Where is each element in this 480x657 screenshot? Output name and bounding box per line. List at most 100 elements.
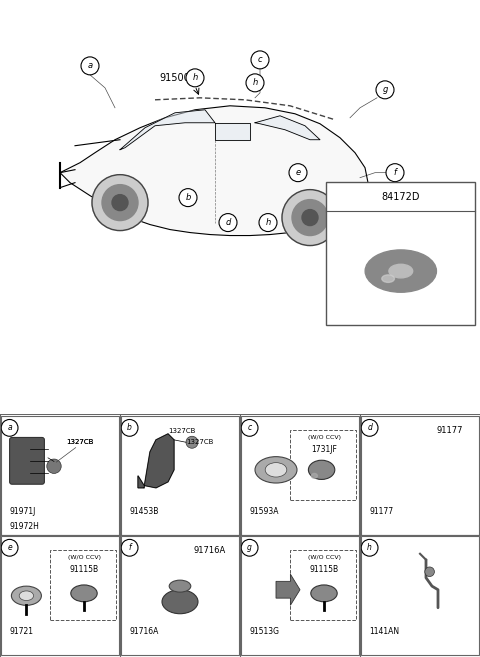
Ellipse shape (169, 580, 191, 592)
Text: (W/O CCV): (W/O CCV) (68, 555, 100, 560)
FancyBboxPatch shape (0, 417, 120, 535)
Text: 91971J: 91971J (10, 507, 36, 516)
Circle shape (259, 214, 277, 231)
Text: 91716A: 91716A (130, 627, 159, 636)
Circle shape (361, 539, 378, 556)
Text: e: e (7, 543, 12, 553)
Circle shape (376, 81, 394, 99)
Circle shape (289, 164, 307, 181)
Text: 1731JF: 1731JF (311, 445, 337, 454)
Circle shape (121, 539, 138, 556)
Polygon shape (215, 123, 250, 140)
Circle shape (246, 74, 264, 92)
FancyBboxPatch shape (120, 417, 240, 535)
Text: 91115B: 91115B (310, 565, 338, 574)
Text: e: e (295, 168, 300, 177)
Ellipse shape (162, 590, 198, 614)
Ellipse shape (311, 585, 337, 602)
Text: 91593A: 91593A (250, 507, 279, 516)
Circle shape (219, 214, 237, 231)
Text: 91115B: 91115B (70, 565, 98, 574)
Polygon shape (120, 110, 215, 150)
Circle shape (1, 419, 18, 436)
Text: h: h (192, 74, 198, 82)
FancyBboxPatch shape (360, 417, 480, 535)
Circle shape (112, 194, 128, 211)
Ellipse shape (71, 585, 97, 602)
Text: 1327CB: 1327CB (168, 428, 195, 434)
Text: 91972H: 91972H (10, 522, 39, 531)
FancyBboxPatch shape (360, 536, 480, 655)
Polygon shape (60, 106, 368, 236)
Circle shape (302, 210, 318, 225)
Circle shape (1, 539, 18, 556)
Text: g: g (247, 543, 252, 553)
Text: c: c (248, 423, 252, 432)
Text: a: a (87, 61, 93, 70)
Ellipse shape (389, 264, 413, 278)
Text: f: f (394, 168, 396, 177)
Circle shape (292, 200, 328, 236)
Circle shape (241, 419, 258, 436)
Text: (W/O CCV): (W/O CCV) (308, 435, 340, 440)
Ellipse shape (365, 250, 436, 292)
Circle shape (386, 164, 404, 181)
Text: a: a (7, 423, 12, 432)
Text: 91500: 91500 (160, 73, 191, 83)
Text: h: h (252, 78, 258, 87)
Ellipse shape (265, 463, 287, 477)
Ellipse shape (12, 586, 41, 605)
Text: c: c (258, 55, 262, 64)
Circle shape (282, 190, 338, 246)
FancyBboxPatch shape (120, 536, 240, 655)
Text: h: h (265, 218, 271, 227)
Text: g: g (382, 85, 388, 95)
Text: (W/O CCV): (W/O CCV) (308, 555, 340, 560)
FancyBboxPatch shape (240, 417, 360, 535)
Ellipse shape (382, 275, 395, 283)
FancyBboxPatch shape (10, 438, 44, 484)
Text: 1327CB: 1327CB (186, 440, 214, 445)
Polygon shape (138, 434, 174, 487)
FancyBboxPatch shape (240, 536, 360, 655)
Text: 91177: 91177 (370, 507, 394, 516)
FancyBboxPatch shape (50, 550, 116, 620)
Circle shape (241, 539, 258, 556)
Text: 84172D: 84172D (382, 192, 420, 202)
Polygon shape (255, 116, 320, 140)
Text: f: f (128, 543, 131, 553)
Circle shape (92, 175, 148, 231)
Text: 91513G: 91513G (250, 627, 279, 636)
Circle shape (81, 57, 99, 75)
Text: h: h (367, 543, 372, 553)
Text: d: d (367, 423, 372, 432)
FancyBboxPatch shape (0, 536, 120, 655)
Text: b: b (185, 193, 191, 202)
Circle shape (425, 567, 434, 577)
Ellipse shape (312, 474, 317, 478)
Text: 1141AN: 1141AN (370, 627, 400, 636)
FancyBboxPatch shape (290, 550, 356, 620)
FancyBboxPatch shape (326, 182, 475, 325)
Text: 1327CB: 1327CB (66, 440, 94, 445)
Ellipse shape (255, 457, 297, 483)
Polygon shape (276, 574, 300, 605)
Ellipse shape (19, 591, 34, 600)
Text: 91177: 91177 (437, 426, 463, 435)
Text: 91716A: 91716A (194, 546, 226, 555)
Text: 1327CB: 1327CB (66, 440, 94, 445)
Circle shape (361, 419, 378, 436)
Circle shape (121, 419, 138, 436)
Text: 91453B: 91453B (130, 507, 159, 516)
Text: d: d (225, 218, 231, 227)
Text: 91721: 91721 (10, 627, 34, 636)
Circle shape (47, 459, 61, 474)
Circle shape (186, 436, 198, 448)
Text: b: b (127, 423, 132, 432)
Circle shape (102, 185, 138, 221)
Ellipse shape (309, 461, 335, 480)
Circle shape (251, 51, 269, 69)
Circle shape (186, 69, 204, 87)
Circle shape (179, 189, 197, 206)
FancyBboxPatch shape (290, 430, 356, 500)
